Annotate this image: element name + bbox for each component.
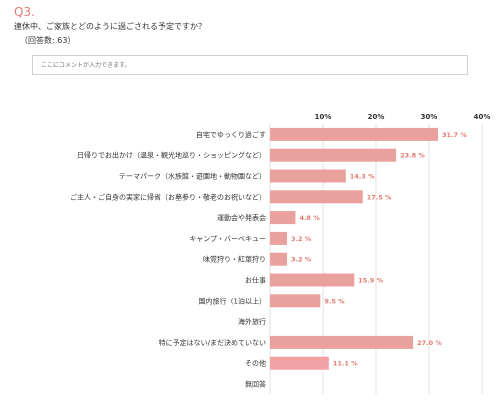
tick-label: 10%: [315, 113, 332, 121]
category-label: 自宅でゆっくり過ごす: [196, 130, 266, 139]
bar: [270, 294, 321, 308]
bar: [270, 127, 439, 141]
category-label: 海外旅行: [238, 317, 266, 326]
bar: [270, 148, 397, 162]
category-label: 無回答: [245, 380, 266, 389]
tick-label: 30%: [421, 113, 438, 121]
category-label: 味覚狩り・紅葉狩り: [203, 255, 266, 264]
bar: [270, 231, 287, 245]
category-label: その他: [245, 359, 266, 368]
tick-label: 20%: [368, 113, 385, 121]
answer-count: （回答数: 63）: [20, 36, 76, 45]
category-label: キャンプ・バーベキュー: [189, 235, 266, 243]
bar: [270, 273, 355, 287]
bar: [270, 335, 414, 349]
category-label: ご主人・ご自身の実家に帰省（お墓参り・敬老のお祝いなど）: [70, 192, 266, 201]
value-label: 3.2 %: [291, 256, 312, 264]
bar: [270, 169, 346, 183]
bar: [270, 252, 287, 266]
value-label: 31.7 %: [442, 131, 467, 139]
category-label: 運動会や発表会: [217, 213, 266, 222]
question-number: Q3.: [14, 5, 35, 19]
value-label: 17.5 %: [367, 193, 392, 201]
value-label: 11.1 %: [333, 360, 358, 368]
value-label: 15.9 %: [358, 277, 383, 285]
category-label: 日帰りでお出かけ（温泉・観光地巡り・ショッピングなど）: [77, 151, 266, 160]
bar: [270, 211, 296, 225]
category-label: 特に予定はない/まだ決めていない: [159, 338, 266, 347]
category-label: お仕事: [245, 276, 266, 285]
bar: [270, 356, 329, 370]
question-text: 連休中、ご家族とどのように過ごされる予定ですか？: [14, 22, 206, 31]
value-label: 3.2 %: [291, 235, 312, 243]
tick-label: 40%: [474, 113, 491, 121]
category-label: 国内旅行（1泊以上）: [199, 296, 266, 305]
bar: [270, 190, 363, 204]
category-label: テーマパーク（水族館・遊園地・動物園など）: [119, 172, 266, 181]
value-label: 27.0 %: [417, 339, 442, 347]
value-label: 4.8 %: [299, 214, 320, 222]
comment-input[interactable]: [32, 55, 468, 75]
value-label: 23.8 %: [400, 152, 425, 160]
value-label: 9.5 %: [324, 297, 345, 305]
value-label: 14.3 %: [350, 173, 375, 181]
